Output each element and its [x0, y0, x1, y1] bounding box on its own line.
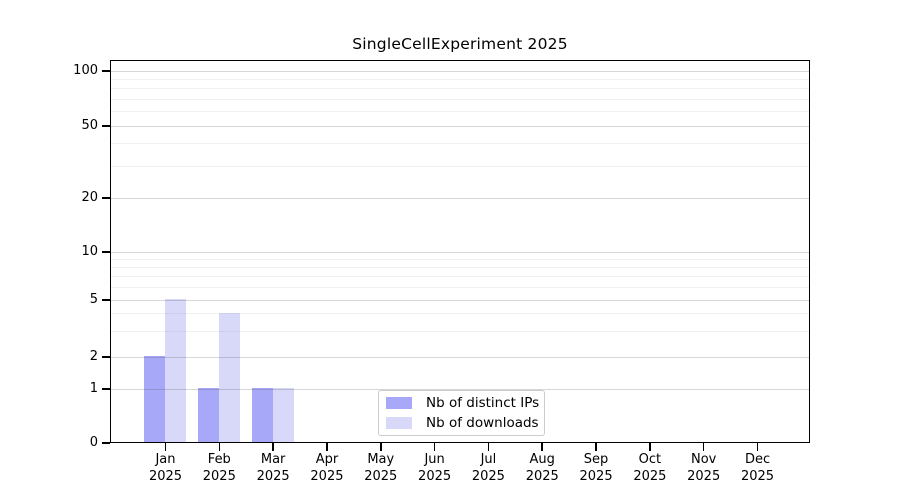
major-gridline-50 [111, 125, 809, 127]
minor-gridline-9 [111, 258, 809, 260]
x-axis-tick-jun [433, 443, 436, 451]
minor-gridline-6 [111, 286, 809, 288]
minor-gridline-8 [111, 266, 809, 268]
y-tick-label-100: 100 [73, 63, 98, 78]
x-axis-tick-nov [702, 443, 705, 451]
minor-gridline-90 [111, 78, 809, 80]
y-axis-tick-5 [102, 299, 110, 301]
y-axis-tick-1 [102, 388, 110, 390]
legend-label-distinct-ips: Nb of distinct IPs [426, 395, 540, 411]
x-tick-label-apr: Apr 2025 [310, 452, 344, 484]
legend-label-downloads: Nb of downloads [426, 415, 539, 431]
minor-gridline-3 [111, 331, 809, 333]
y-tick-label-10: 10 [81, 244, 98, 259]
y-axis-tick-50 [102, 125, 110, 127]
y-axis-tick-20 [102, 197, 110, 199]
x-axis-tick-jul [487, 443, 490, 451]
minor-gridline-80 [111, 88, 809, 90]
x-tick-label-nov: Nov 2025 [687, 452, 721, 484]
y-axis-tick-100 [102, 70, 110, 72]
y-axis-tick-2 [102, 356, 110, 358]
major-gridline-5 [111, 299, 809, 301]
bar-feb-distinct-ips [197, 388, 219, 442]
y-tick-label-0: 0 [89, 435, 98, 450]
y-tick-label-5: 5 [89, 292, 98, 307]
x-tick-label-jun: Jun 2025 [418, 452, 452, 484]
bar-jan-downloads [165, 299, 186, 442]
legend: Nb of distinct IPs Nb of downloads [378, 390, 545, 436]
y-tick-label-20: 20 [81, 190, 98, 205]
bar-mar-downloads [272, 388, 294, 442]
downloads-swatch-icon [386, 417, 412, 429]
y-tick-label-50: 50 [81, 118, 98, 133]
distinct-ips-swatch-icon [386, 397, 412, 409]
x-axis-tick-sep [595, 443, 597, 451]
major-gridline-2 [111, 356, 809, 358]
x-axis-tick-apr [326, 443, 328, 451]
y-tick-label-2: 2 [89, 349, 98, 364]
x-axis-tick-aug [541, 443, 543, 451]
x-axis-tick-dec [756, 443, 759, 451]
x-tick-label-dec: Dec 2025 [740, 452, 775, 484]
y-axis-tick-0 [102, 442, 110, 444]
x-tick-label-sep: Sep 2025 [579, 452, 613, 484]
plot-area [110, 60, 810, 443]
x-axis-tick-mar [272, 443, 274, 451]
x-tick-label-oct: Oct 2025 [633, 452, 667, 484]
major-gridline-100 [111, 70, 809, 72]
minor-gridline-40 [111, 143, 809, 145]
x-tick-label-aug: Aug 2025 [525, 452, 559, 484]
bar-jan-distinct-ips [144, 356, 165, 442]
x-axis-tick-may [380, 443, 382, 451]
minor-gridline-7 [111, 276, 809, 278]
y-tick-label-1: 1 [89, 381, 98, 396]
chart-title: SingleCellExperiment 2025 [352, 35, 568, 53]
major-gridline-20 [111, 197, 809, 199]
bar-mar-distinct-ips [251, 388, 273, 442]
x-tick-label-mar: Mar 2025 [256, 452, 290, 484]
x-axis-tick-jan [164, 443, 167, 451]
y-axis-tick-10 [102, 251, 110, 253]
x-tick-label-jan: Jan 2025 [148, 452, 183, 484]
minor-gridline-60 [111, 111, 809, 113]
major-gridline-10 [111, 251, 809, 253]
minor-gridline-30 [111, 165, 809, 167]
minor-gridline-70 [111, 98, 809, 100]
minor-gridline-4 [111, 313, 809, 315]
x-tick-label-may: May 2025 [364, 452, 398, 484]
x-tick-label-feb: Feb 2025 [202, 452, 236, 484]
legend-row-distinct-ips: Nb of distinct IPs [386, 395, 540, 411]
legend-row-downloads: Nb of downloads [386, 415, 539, 431]
x-axis-tick-oct [649, 443, 651, 451]
bar-feb-downloads [218, 312, 240, 442]
x-tick-label-jul: Jul 2025 [471, 452, 505, 484]
x-axis-tick-feb [218, 443, 221, 451]
